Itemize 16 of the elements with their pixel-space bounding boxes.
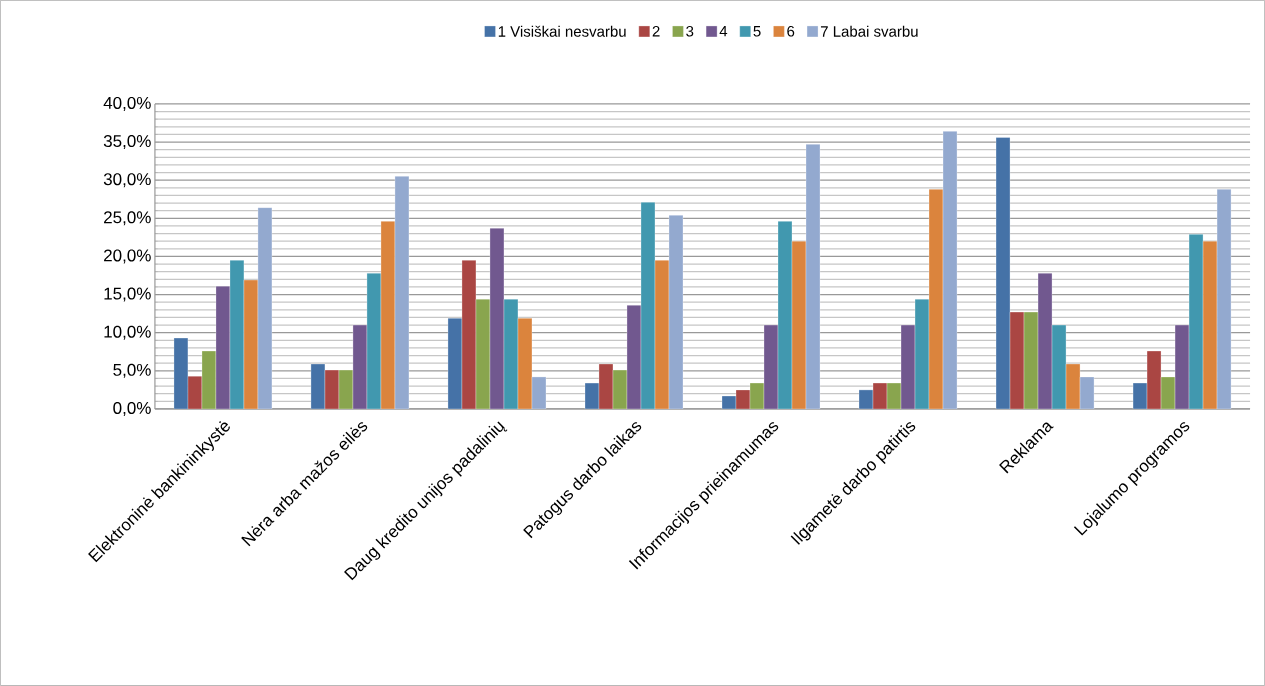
y-tick-label: 25,0% [104, 211, 151, 226]
legend-label: 3 [686, 26, 694, 37]
y-tick-label: 15,0% [104, 287, 151, 302]
legend-label: 7 Labai svarbu [820, 25, 918, 37]
y-tick-label: 10,0% [104, 325, 151, 340]
legend-label: 2 [652, 26, 660, 37]
legend-label: 5 [753, 26, 761, 37]
y-tick-label: 5,0% [113, 363, 151, 378]
legend-label: 1 Visiškai nesvarbu [498, 25, 626, 37]
y-tick-label: 20,0% [104, 249, 151, 264]
y-tick-label: 40,0% [103, 96, 151, 111]
legend-label: 4 [719, 26, 728, 37]
y-tick-label: 35,0% [103, 135, 151, 150]
y-tick-label: 30,0% [103, 173, 151, 188]
y-tick-label: 0,0% [113, 401, 151, 417]
legend-label: 6 [787, 26, 795, 37]
